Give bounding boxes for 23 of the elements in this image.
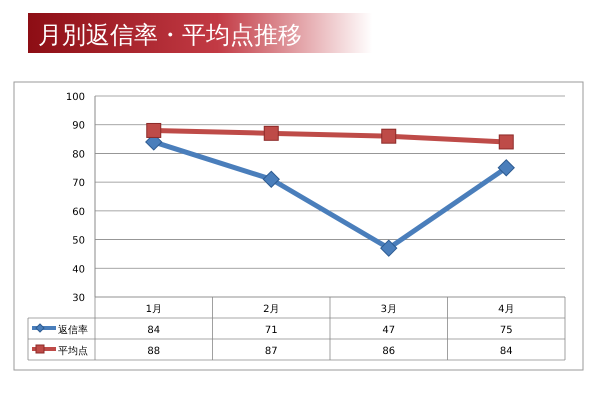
x-tick-label: 3月 bbox=[380, 304, 397, 315]
y-tick-label: 90 bbox=[72, 120, 85, 132]
data-label: 86 bbox=[382, 346, 396, 357]
y-tick-label: 70 bbox=[72, 178, 85, 190]
y-tick-label: 80 bbox=[72, 149, 85, 160]
y-tick-label: 30 bbox=[72, 293, 85, 304]
data-label: 75 bbox=[500, 325, 513, 336]
legend-label: 返信率 bbox=[58, 324, 88, 336]
y-tick-label: 60 bbox=[72, 206, 85, 218]
y-tick-label: 40 bbox=[72, 264, 85, 276]
y-tick-label: 50 bbox=[72, 236, 85, 247]
data-label: 71 bbox=[264, 325, 278, 336]
x-tick-label: 4月 bbox=[498, 304, 514, 315]
data-label: 88 bbox=[147, 346, 160, 357]
chart-title: 月別返信率・平均点推移 bbox=[38, 21, 302, 49]
data-label: 47 bbox=[382, 325, 396, 336]
data-label: 87 bbox=[264, 346, 278, 357]
data-label: 84 bbox=[147, 325, 160, 336]
legend-label: 平均点 bbox=[58, 345, 88, 357]
data-label: 84 bbox=[500, 346, 513, 357]
x-tick-label: 1月 bbox=[146, 304, 162, 315]
x-tick-label: 2月 bbox=[263, 304, 280, 315]
y-tick-label: 100 bbox=[66, 92, 85, 103]
